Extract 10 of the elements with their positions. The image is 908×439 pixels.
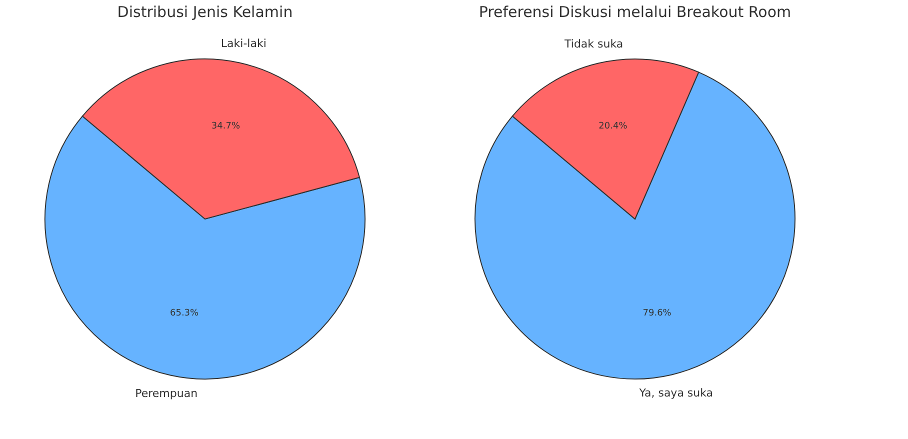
slice-label: Tidak suka <box>564 38 624 51</box>
data-label: 34.7% <box>211 121 240 132</box>
chart-title: Distribusi Jenis Kelamin <box>117 3 293 21</box>
slice-label: Perempuan <box>135 386 198 400</box>
chart-title: Preferensi Diskusi melalui Breakout Room <box>478 3 792 21</box>
slice-label: Ya, saya suka <box>638 386 714 400</box>
data-label: 79.6% <box>642 308 672 318</box>
slice-label: Laki-laki <box>220 37 266 50</box>
data-label: 20.4% <box>598 122 628 132</box>
data-label: 65.3% <box>170 308 200 319</box>
